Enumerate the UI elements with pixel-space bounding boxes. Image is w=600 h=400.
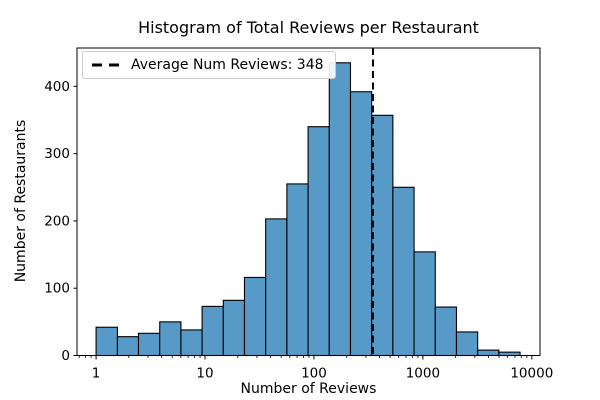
dashed-line-sample bbox=[92, 63, 122, 67]
plot-border bbox=[76, 47, 541, 356]
y-tick-label: 200 bbox=[44, 213, 70, 229]
histogram-bar bbox=[180, 329, 203, 357]
histogram-bar bbox=[159, 321, 182, 357]
histogram-bar bbox=[116, 336, 140, 357]
histogram-bar bbox=[392, 186, 415, 357]
histogram-bar bbox=[222, 299, 246, 357]
histogram-bar bbox=[434, 306, 458, 357]
histogram-bar bbox=[286, 183, 309, 357]
y-tick-label: 400 bbox=[44, 79, 70, 95]
y-tick-label: 100 bbox=[44, 281, 70, 297]
y-tick-label: 0 bbox=[61, 348, 70, 364]
histogram-bar bbox=[307, 126, 330, 357]
y-axis-label: Number of Restaurants bbox=[13, 119, 29, 283]
histogram-bar bbox=[328, 62, 352, 357]
histogram-bar bbox=[498, 351, 521, 357]
x-axis-label: Number of Reviews bbox=[240, 381, 377, 397]
x-tick-label: 10 bbox=[196, 366, 213, 382]
legend-label: Average Num Reviews: 348 bbox=[131, 57, 324, 73]
histogram-bar bbox=[137, 332, 161, 357]
y-tick-label: 300 bbox=[44, 146, 70, 162]
histogram-bar bbox=[265, 218, 288, 357]
legend: Average Num Reviews: 348 bbox=[82, 51, 336, 79]
histogram-bar bbox=[243, 276, 267, 357]
histogram-bar bbox=[477, 349, 500, 357]
x-tick-label: 10000 bbox=[510, 366, 553, 382]
x-tick-label: 1000 bbox=[406, 366, 440, 382]
x-tick-label: 100 bbox=[301, 366, 327, 382]
histogram-bar bbox=[413, 251, 436, 357]
histogram-bar bbox=[95, 326, 118, 357]
x-tick-label: 1 bbox=[92, 366, 101, 382]
histogram-bar bbox=[349, 91, 373, 357]
chart-title: Histogram of Total Reviews per Restauran… bbox=[138, 18, 479, 37]
histogram-bar bbox=[201, 305, 224, 357]
histogram-bar bbox=[455, 331, 479, 357]
histogram-bar bbox=[371, 114, 394, 357]
